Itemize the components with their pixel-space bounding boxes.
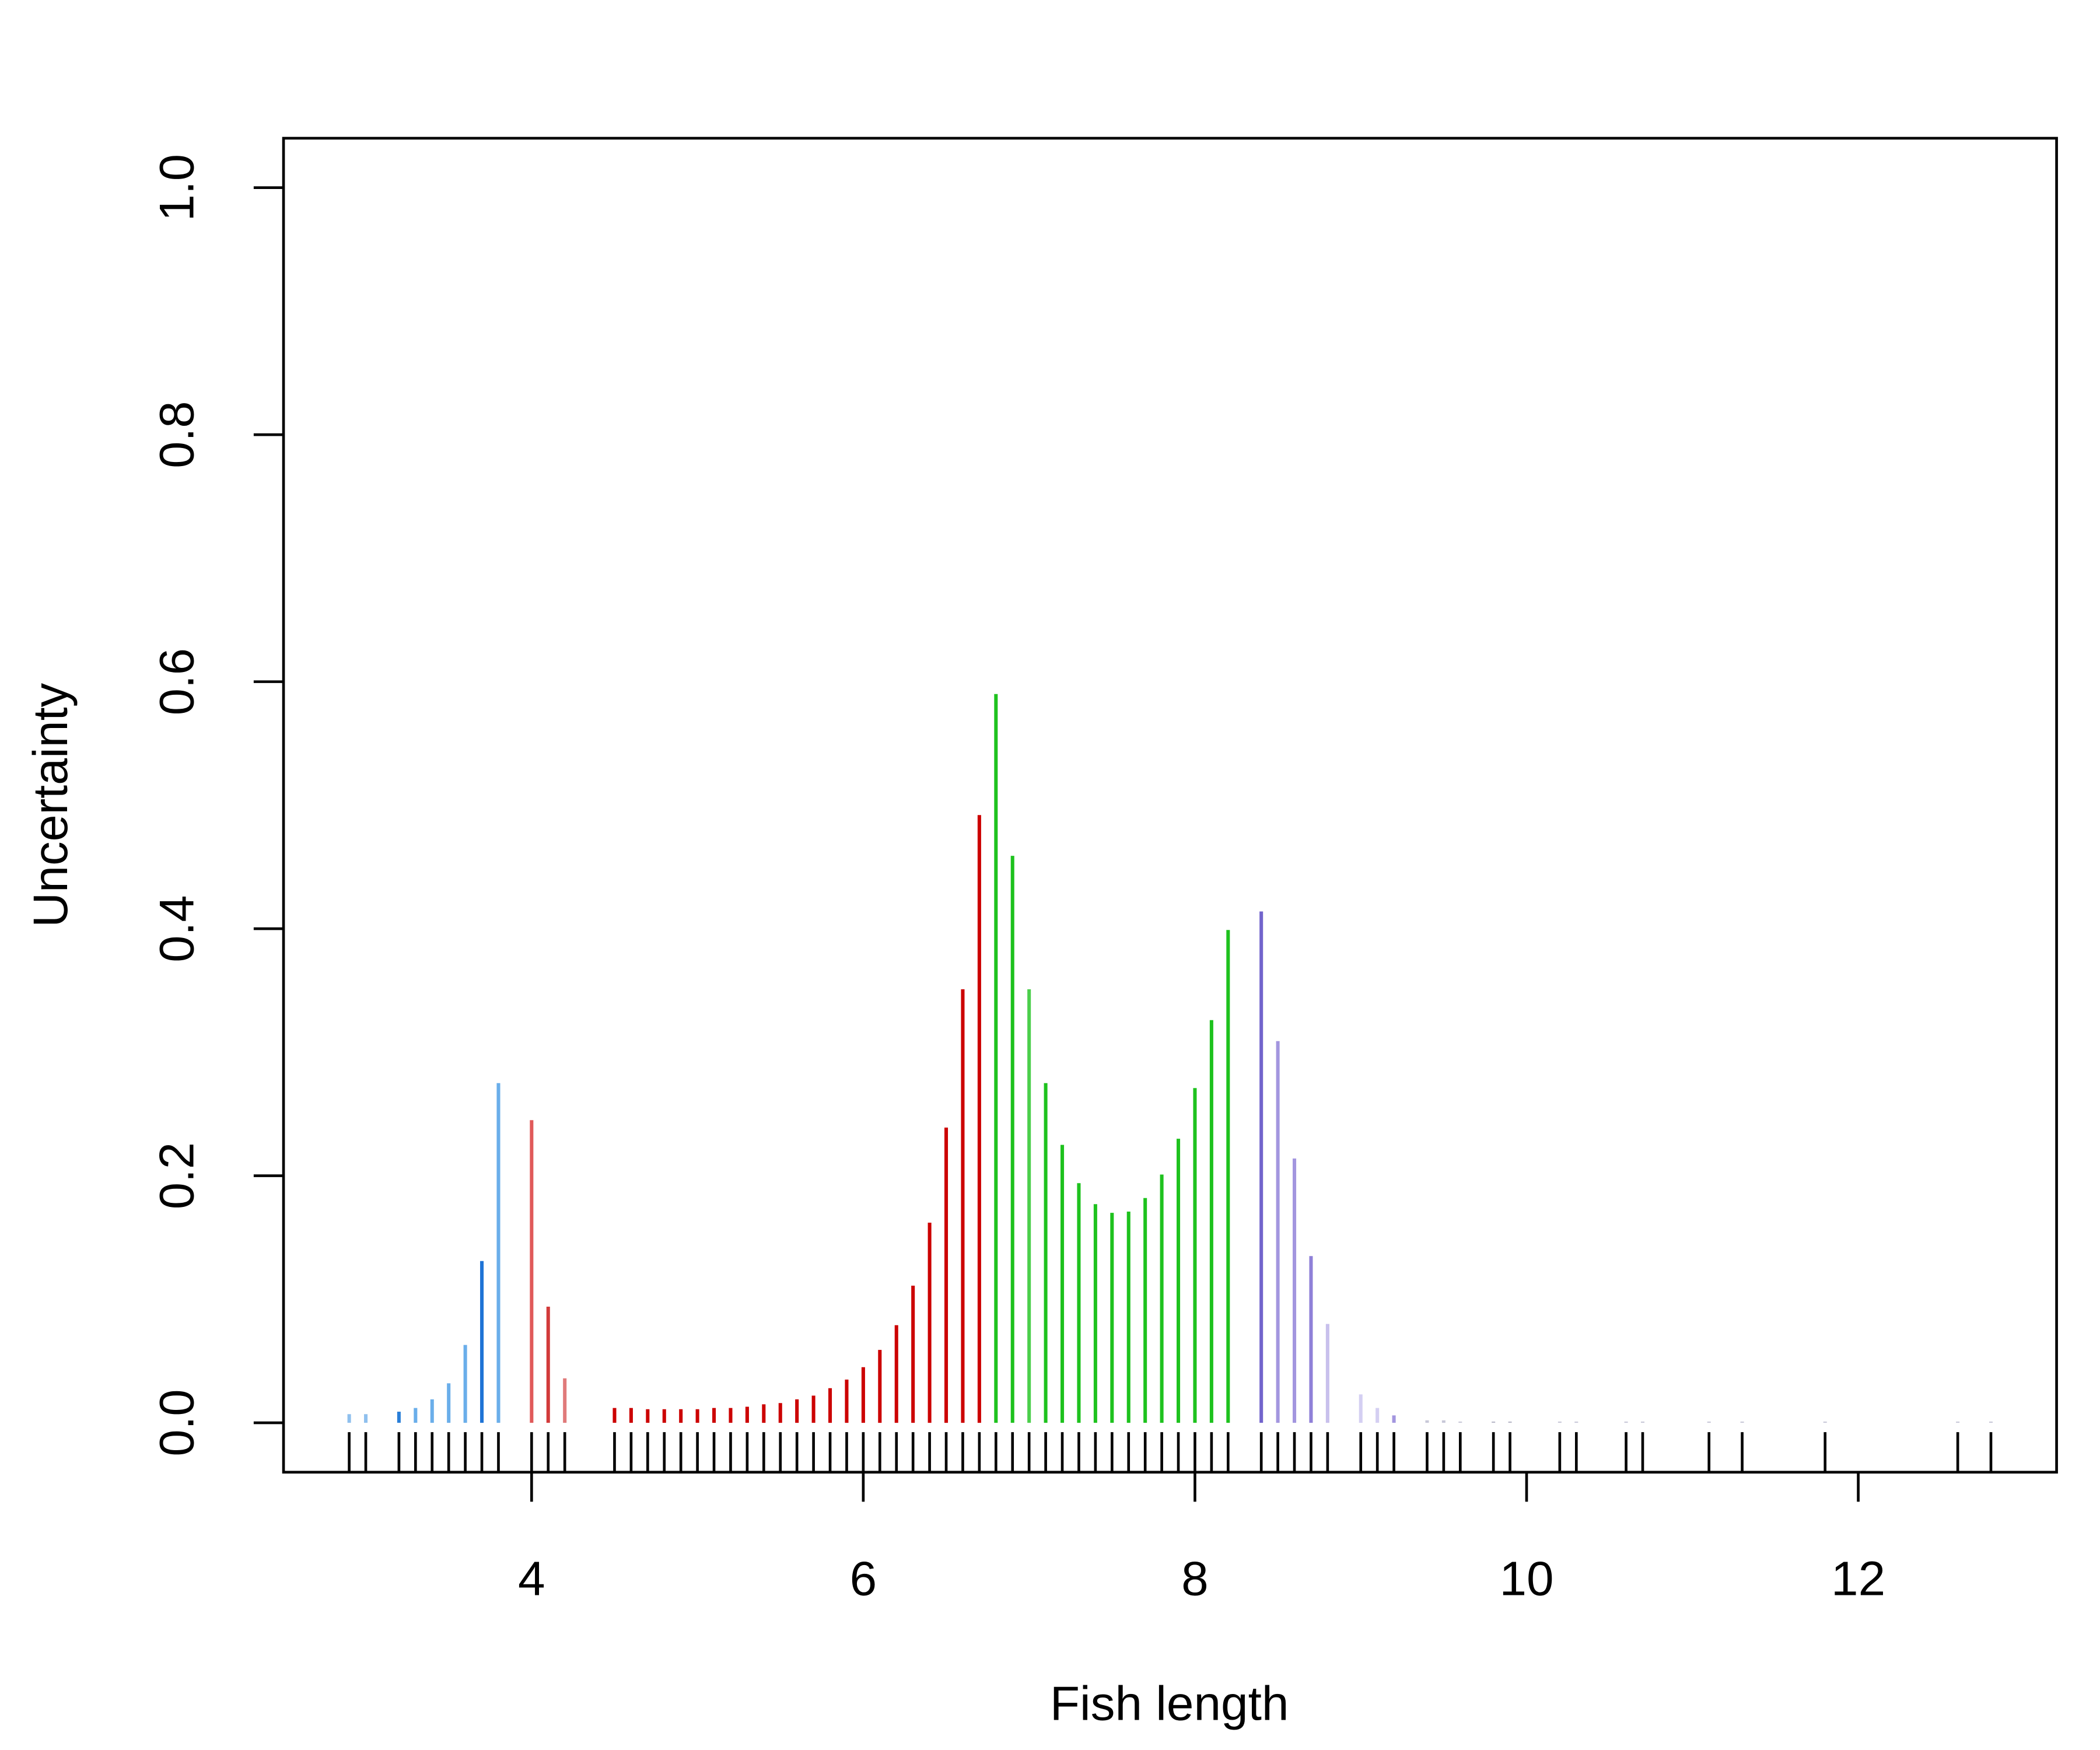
y-axis-title: Uncertainty [23,683,78,928]
x-axis-title: Fish length [1050,1676,1289,1730]
y-tick-label: 0.0 [149,1390,204,1457]
x-tick-label: 10 [1499,1552,1553,1605]
x-tick-label: 6 [850,1552,877,1605]
y-tick-label: 1.0 [149,154,204,221]
y-tick-label: 0.8 [149,401,204,468]
x-tick-label: 8 [1181,1552,1209,1605]
x-tick-label: 12 [1831,1552,1885,1605]
plot-frame [282,136,2058,1474]
x-tick-label: 4 [518,1552,545,1605]
y-tick-label: 0.2 [149,1142,204,1209]
y-tick-label: 0.4 [149,895,204,963]
y-tick-label: 0.6 [149,648,204,715]
